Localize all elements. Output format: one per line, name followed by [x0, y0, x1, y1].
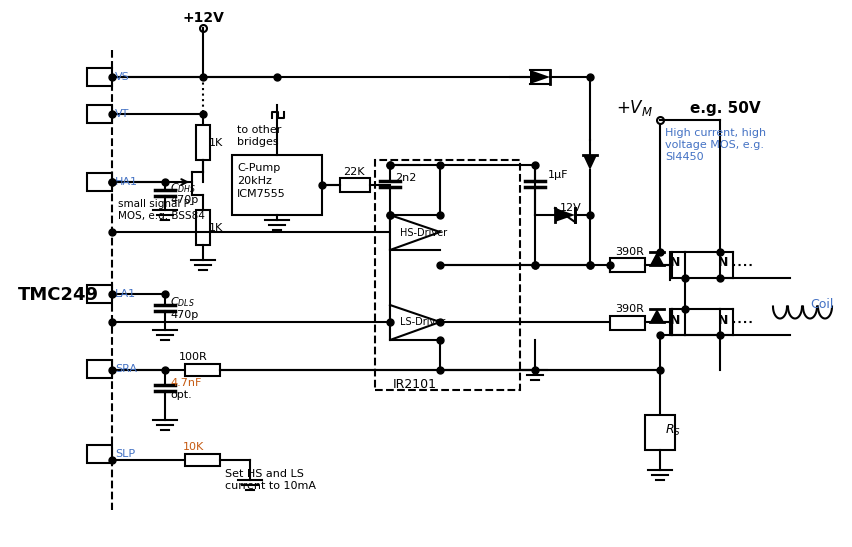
Text: IR2101: IR2101: [393, 379, 436, 392]
Bar: [87, 285, 112, 303]
Bar: [644, 415, 674, 450]
Bar: [609, 258, 644, 272]
Text: ICM7555: ICM7555: [237, 189, 285, 199]
Text: High current, high
voltage MOS, e.g.
SI4450: High current, high voltage MOS, e.g. SI4…: [665, 129, 765, 161]
Text: opt.: opt.: [170, 390, 192, 400]
Text: 2n2: 2n2: [394, 173, 416, 183]
Polygon shape: [555, 208, 574, 222]
Text: N: N: [717, 313, 728, 327]
Polygon shape: [582, 155, 596, 170]
Text: +12V: +12V: [181, 11, 224, 25]
Polygon shape: [529, 70, 550, 84]
Text: Set HS and LS
current to 10mA: Set HS and LS current to 10mA: [225, 469, 315, 491]
Bar: [609, 316, 644, 330]
Polygon shape: [649, 252, 663, 265]
Text: Coil: Coil: [809, 299, 832, 311]
Bar: [87, 173, 112, 191]
Text: to other: to other: [237, 125, 281, 135]
Text: LS-Driver: LS-Driver: [400, 317, 445, 327]
Text: 4.7nF: 4.7nF: [170, 378, 201, 388]
Text: 470p: 470p: [170, 195, 198, 205]
Text: 1μF: 1μF: [547, 170, 567, 180]
Text: SLP: SLP: [115, 449, 135, 459]
Bar: [185, 364, 220, 376]
Text: 12V: 12V: [560, 203, 581, 213]
Text: $C_{DHS}$: $C_{DHS}$: [170, 181, 196, 195]
Text: 390R: 390R: [614, 304, 643, 314]
Text: VS: VS: [115, 72, 130, 82]
Bar: [196, 210, 210, 245]
Text: HS-Driver: HS-Driver: [400, 228, 446, 238]
Text: VT: VT: [115, 109, 130, 119]
Bar: [87, 445, 112, 463]
Text: 1K: 1K: [209, 138, 223, 148]
Text: 22K: 22K: [343, 167, 364, 177]
Text: $R_S$: $R_S$: [665, 422, 680, 438]
Text: 470p: 470p: [170, 310, 198, 320]
Polygon shape: [389, 215, 440, 250]
Text: bridges: bridges: [237, 137, 279, 147]
Text: SRA: SRA: [115, 364, 137, 374]
Text: 1K: 1K: [209, 223, 223, 233]
Text: e.g. 50V: e.g. 50V: [689, 101, 760, 115]
Bar: [232, 155, 321, 215]
Text: 390R: 390R: [614, 247, 643, 257]
Text: 20kHz: 20kHz: [237, 176, 272, 186]
Text: $+V_M$: $+V_M$: [616, 98, 653, 118]
Text: small signal P-
MOS, e.g. BSS84: small signal P- MOS, e.g. BSS84: [118, 199, 204, 221]
Bar: [87, 105, 112, 123]
Text: N: N: [717, 257, 728, 270]
Bar: [375, 160, 520, 390]
Text: N: N: [669, 257, 679, 270]
Bar: [340, 178, 370, 192]
Text: LA1: LA1: [115, 289, 136, 299]
Bar: [87, 360, 112, 378]
Polygon shape: [389, 305, 440, 340]
Text: 10K: 10K: [182, 442, 204, 452]
Text: N: N: [669, 313, 679, 327]
Text: C-Pump: C-Pump: [237, 163, 280, 173]
Polygon shape: [649, 309, 663, 322]
Text: HA1: HA1: [115, 177, 138, 187]
Text: TMC249: TMC249: [18, 286, 99, 304]
Text: $C_{DLS}$: $C_{DLS}$: [170, 295, 194, 309]
Bar: [87, 68, 112, 86]
Bar: [185, 454, 220, 466]
Bar: [196, 125, 210, 160]
Text: 100R: 100R: [178, 352, 207, 362]
